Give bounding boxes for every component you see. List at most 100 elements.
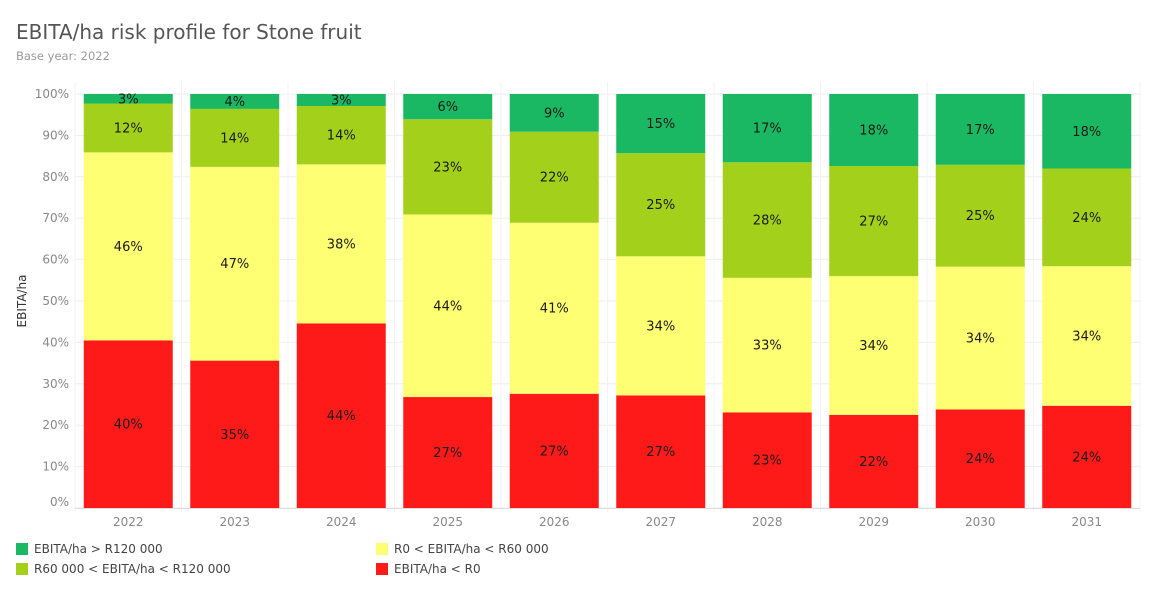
data-label: 4%: [224, 95, 245, 110]
x-tick-label: 2023: [219, 515, 250, 529]
x-tick-label: 2027: [645, 515, 676, 529]
data-label: 34%: [859, 339, 888, 354]
data-label: 3%: [331, 94, 352, 109]
y-tick-label: 50%: [42, 294, 69, 308]
data-label: 33%: [753, 339, 782, 354]
bar-segment: [509, 131, 599, 223]
legend-item-below-0[interactable]: EBITA/ha < R0: [376, 561, 481, 577]
data-label: 22%: [540, 171, 569, 186]
x-tick-label: 2024: [326, 515, 357, 529]
bar-segment: [403, 214, 493, 398]
bar-segment: [190, 108, 280, 167]
bar-segment: [296, 106, 386, 165]
data-label: 28%: [753, 214, 782, 229]
x-tick-label: 2025: [432, 515, 463, 529]
bar-segment: [829, 276, 919, 415]
bar-segment: [722, 162, 812, 278]
data-label: 3%: [118, 92, 139, 107]
y-tick-label: 70%: [42, 211, 69, 225]
data-label: 18%: [859, 124, 888, 139]
bar-segment: [616, 153, 706, 257]
bar-segment: [403, 119, 493, 215]
data-label: 38%: [327, 237, 356, 252]
bar-segment: [1042, 94, 1132, 169]
chart-legend: EBITA/ha > R120 000 R0 < EBITA/ha < R60 …: [16, 541, 776, 581]
bar-segment: [722, 412, 812, 508]
x-tick-label: 2030: [965, 515, 996, 529]
bar-segment: [190, 166, 280, 361]
data-label: 25%: [646, 198, 675, 213]
legend-item-0-to-60000[interactable]: R0 < EBITA/ha < R60 000: [376, 541, 549, 557]
legend-item-above-120000[interactable]: EBITA/ha > R120 000: [16, 541, 163, 557]
y-tick-label: 30%: [42, 377, 69, 391]
bar-segment: [83, 94, 173, 104]
legend-swatch-light-green: [16, 563, 28, 575]
legend-label: R60 000 < EBITA/ha < R120 000: [34, 562, 231, 576]
y-tick-label: 20%: [42, 418, 69, 432]
legend-label: EBITA/ha < R0: [394, 562, 481, 576]
data-label: 34%: [966, 332, 995, 347]
data-label: 34%: [646, 319, 675, 334]
data-label: 6%: [437, 100, 458, 115]
x-tick-label: 2026: [539, 515, 570, 529]
y-tick-label: 60%: [42, 253, 69, 267]
bar-segment: [403, 397, 493, 508]
bar-segment: [722, 277, 812, 413]
bar-segment: [83, 340, 173, 508]
y-tick-label: 0%: [50, 495, 69, 509]
data-label: 24%: [1072, 450, 1101, 465]
data-label: 25%: [966, 209, 995, 224]
y-tick-label: 40%: [42, 335, 69, 349]
bar-segment: [83, 152, 173, 341]
data-label: 9%: [544, 106, 565, 121]
data-label: 15%: [646, 117, 675, 132]
x-tick-label: 2028: [752, 515, 783, 529]
chart-subtitle: Base year: 2022: [16, 49, 110, 63]
legend-label: R0 < EBITA/ha < R60 000: [394, 542, 549, 556]
bar-segment: [296, 323, 386, 508]
data-label: 27%: [646, 445, 675, 460]
chart-title: EBITA/ha risk profile for Stone fruit: [16, 20, 362, 44]
bar-segment: [935, 266, 1025, 410]
bar-segment: [616, 395, 706, 508]
bar-segment: [829, 166, 919, 277]
bar-segment: [935, 409, 1025, 508]
bar-segment: [509, 222, 599, 394]
y-tick-label: 80%: [42, 170, 69, 184]
data-label: 12%: [114, 121, 143, 136]
data-label: 41%: [540, 302, 569, 317]
legend-swatch-red: [376, 563, 388, 575]
data-label: 23%: [753, 454, 782, 469]
bar-segment: [935, 164, 1025, 267]
y-tick-label: 100%: [35, 87, 69, 101]
data-label: 44%: [433, 299, 462, 314]
y-tick-label: 10%: [42, 460, 69, 474]
data-label: 47%: [220, 257, 249, 272]
data-label: 22%: [859, 455, 888, 470]
bar-segment: [296, 164, 386, 324]
bar-segment: [190, 94, 280, 109]
data-label: 46%: [114, 240, 143, 255]
data-label: 23%: [433, 160, 462, 175]
bar-segment: [722, 94, 812, 163]
data-label: 17%: [753, 122, 782, 137]
bar-segment: [935, 94, 1025, 165]
data-label: 27%: [433, 446, 462, 461]
data-label: 27%: [540, 444, 569, 459]
bar-segment: [1042, 405, 1132, 508]
bar-segment: [1042, 168, 1132, 267]
data-label: 14%: [220, 131, 249, 146]
bar-segment: [190, 360, 280, 508]
bar-segment: [403, 94, 493, 120]
data-label: 27%: [859, 215, 888, 230]
x-tick-label: 2029: [858, 515, 889, 529]
legend-swatch-yellow: [376, 543, 388, 555]
bar-segment: [616, 256, 706, 396]
legend-item-60000-to-120000[interactable]: R60 000 < EBITA/ha < R120 000: [16, 561, 231, 577]
bar-segment: [616, 94, 706, 154]
y-tick-label: 90%: [42, 128, 69, 142]
data-label: 44%: [327, 409, 356, 424]
x-tick-label: 2022: [113, 515, 144, 529]
y-axis-label: EBITA/ha: [15, 275, 29, 328]
bar-segment: [509, 393, 599, 508]
